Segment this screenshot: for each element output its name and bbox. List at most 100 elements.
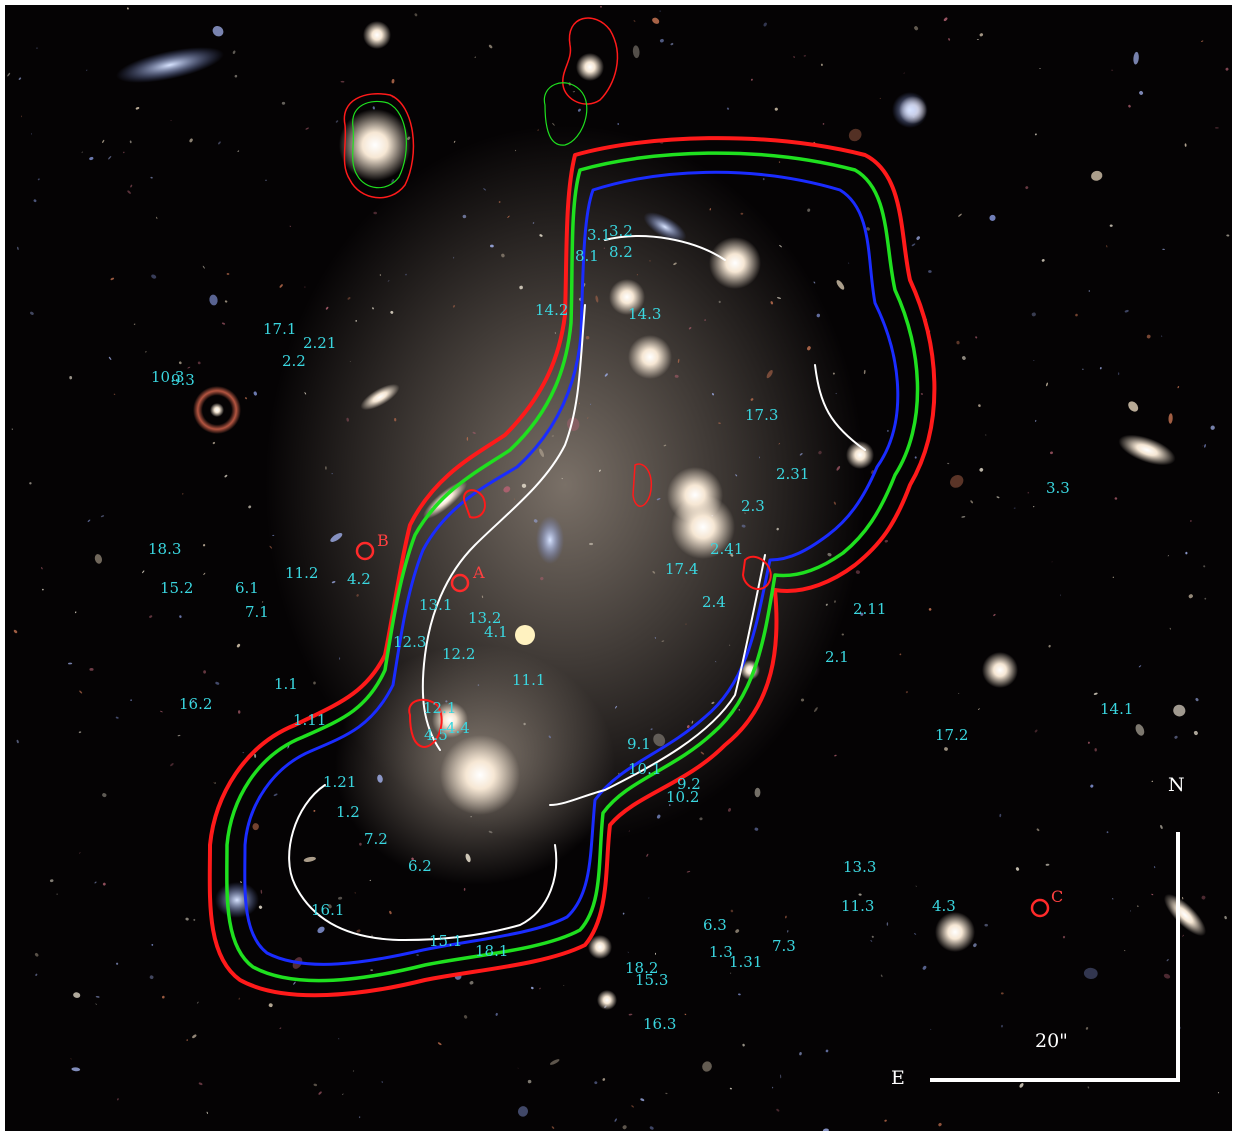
background-galaxy [685, 623, 687, 626]
background-galaxy [1151, 780, 1154, 782]
background-galaxy [130, 184, 133, 188]
background-galaxy [244, 397, 248, 400]
background-galaxy [832, 372, 835, 375]
background-galaxy [799, 453, 803, 456]
background-galaxy [961, 516, 966, 518]
background-galaxy [686, 725, 690, 729]
background-galaxy [36, 47, 38, 49]
image-label: 4.3 [932, 897, 956, 915]
background-galaxy [836, 465, 841, 471]
background-galaxy [81, 151, 83, 154]
marker-c-label: C [1051, 887, 1064, 906]
background-galaxy [803, 55, 806, 57]
background-galaxy [744, 512, 746, 514]
background-galaxy [659, 38, 664, 43]
image-label: 11.2 [285, 564, 319, 582]
background-galaxy [778, 161, 781, 163]
background-galaxy [884, 1119, 887, 1122]
background-galaxy [551, 1126, 555, 1129]
background-galaxy [186, 1039, 188, 1041]
marker-b-circle [355, 541, 375, 561]
image-label: 7.2 [364, 830, 388, 848]
background-galaxy [108, 356, 112, 361]
background-galaxy [187, 366, 191, 369]
background-galaxy [799, 1052, 802, 1056]
galaxy [210, 403, 224, 417]
image-label: 15.1 [429, 932, 463, 950]
background-galaxy [847, 262, 850, 264]
image-label: 13.1 [419, 596, 453, 614]
background-galaxy [461, 550, 462, 552]
background-galaxy [497, 618, 500, 621]
background-galaxy [238, 997, 241, 1000]
galaxy [1118, 434, 1176, 466]
background-galaxy [521, 483, 527, 488]
background-galaxy [943, 17, 948, 22]
image-label: 18.3 [148, 540, 182, 558]
image-label: 11.3 [841, 897, 875, 915]
image-label: 4.4 [446, 719, 470, 737]
background-galaxy [659, 10, 661, 12]
background-galaxy [123, 151, 125, 154]
background-galaxy [1182, 934, 1184, 937]
background-galaxy [750, 398, 754, 401]
loop [408, 698, 443, 749]
background-galaxy [202, 265, 205, 269]
background-galaxy [474, 56, 477, 58]
background-galaxy [754, 787, 761, 798]
background-galaxy [352, 1070, 355, 1072]
background-galaxy [196, 1001, 199, 1004]
background-galaxy [129, 140, 132, 144]
background-galaxy [686, 870, 691, 873]
background-galaxy [740, 212, 744, 215]
background-galaxy [102, 793, 107, 798]
background-galaxy [704, 319, 706, 321]
background-galaxy [996, 496, 1000, 499]
background-galaxy [483, 188, 486, 191]
image-label: 17.1 [263, 320, 297, 338]
image-label: 4.5 [424, 726, 448, 744]
background-galaxy [993, 613, 996, 617]
background-galaxy [871, 935, 874, 938]
background-galaxy [313, 681, 316, 685]
background-galaxy [1111, 69, 1114, 71]
background-galaxy [702, 1061, 712, 1072]
background-galaxy [488, 44, 493, 49]
background-galaxy [816, 313, 821, 318]
background-galaxy [916, 236, 920, 240]
background-galaxy [437, 1042, 442, 1046]
background-galaxy [1106, 245, 1108, 248]
background-galaxy [94, 554, 103, 564]
background-galaxy [514, 498, 515, 501]
background-galaxy [880, 974, 883, 978]
background-galaxy [472, 431, 476, 434]
background-galaxy [279, 284, 283, 288]
background-galaxy [577, 108, 581, 112]
background-galaxy [1201, 40, 1204, 42]
image-label: 18.1 [475, 942, 509, 960]
background-galaxy [369, 879, 371, 881]
image-label: 13.2 [468, 609, 502, 627]
background-galaxy [776, 1108, 780, 1112]
background-galaxy [776, 527, 779, 531]
background-galaxy [470, 816, 472, 818]
background-galaxy [1034, 729, 1038, 733]
background-galaxy [818, 450, 822, 455]
background-galaxy [863, 369, 866, 375]
background-galaxy [841, 633, 844, 636]
background-galaxy [648, 897, 650, 899]
background-galaxy [598, 469, 601, 472]
background-galaxy [179, 615, 182, 618]
background-galaxy [151, 944, 154, 946]
background-galaxy [338, 896, 343, 900]
marker-b-label: B [377, 531, 389, 550]
background-galaxy [1062, 935, 1066, 939]
background-galaxy [115, 716, 119, 719]
background-galaxy [537, 129, 539, 131]
background-galaxy [622, 912, 625, 915]
galaxy [360, 384, 400, 410]
background-galaxy [273, 793, 278, 797]
image-label: 10.3 [151, 368, 185, 386]
background-galaxy [102, 882, 106, 886]
background-galaxy [272, 534, 275, 536]
